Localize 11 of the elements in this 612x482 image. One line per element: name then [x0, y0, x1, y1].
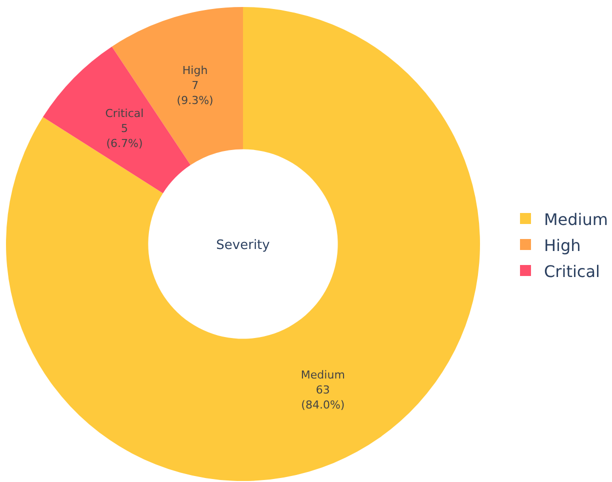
legend-label: Medium [544, 210, 608, 229]
text: Severity [216, 238, 270, 253]
data-label: 63 (84.0%) [301, 383, 345, 412]
donut-slice [6, 7, 480, 481]
data-label: 7 (9.3%) [176, 79, 214, 108]
legend-label: High [544, 236, 581, 255]
slice-label: Medium [300, 368, 345, 382]
legend-label: Critical [544, 262, 600, 281]
data-label: 5 (6.7%) [106, 122, 143, 150]
slice-label: Critical [105, 106, 144, 120]
slice-label: High [182, 64, 208, 78]
